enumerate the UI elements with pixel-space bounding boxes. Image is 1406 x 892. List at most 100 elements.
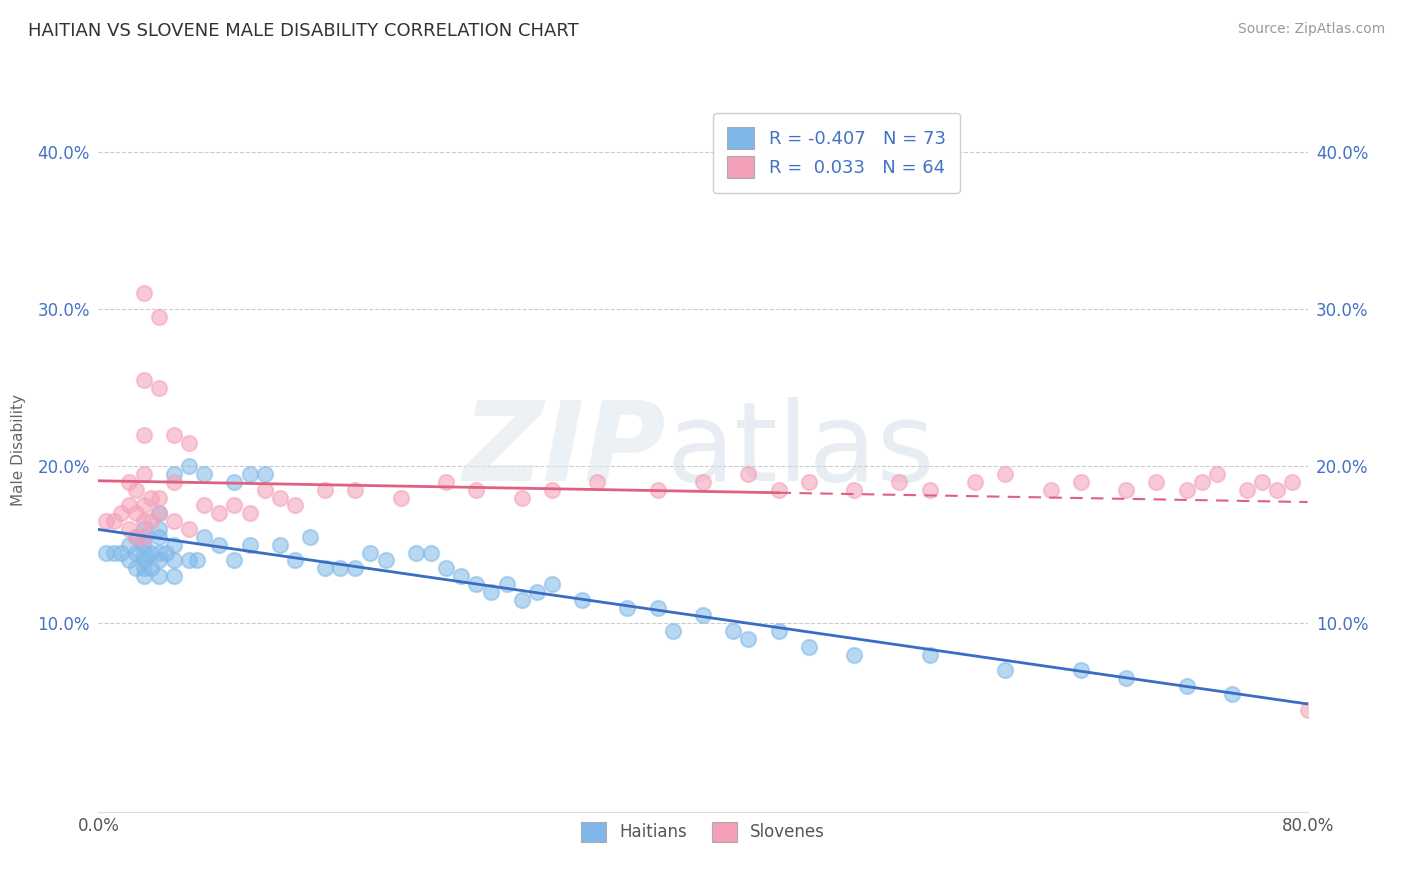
Point xyxy=(148,506,170,520)
Point xyxy=(965,475,987,489)
Point xyxy=(1296,703,1319,717)
Point xyxy=(148,569,170,583)
Point xyxy=(768,624,790,639)
Point xyxy=(132,545,155,559)
Point xyxy=(163,569,186,583)
Point xyxy=(132,499,155,513)
Point xyxy=(163,514,186,528)
Point xyxy=(125,530,148,544)
Point xyxy=(495,577,517,591)
Point xyxy=(125,561,148,575)
Point xyxy=(103,545,125,559)
Point xyxy=(1115,483,1137,497)
Y-axis label: Male Disability: Male Disability xyxy=(11,394,27,507)
Point xyxy=(208,538,231,552)
Point xyxy=(661,624,683,639)
Point xyxy=(132,561,155,575)
Point xyxy=(125,506,148,520)
Point xyxy=(103,514,125,528)
Point xyxy=(163,538,186,552)
Point xyxy=(179,553,201,567)
Point xyxy=(125,530,148,544)
Point xyxy=(118,538,141,552)
Text: ZIP: ZIP xyxy=(463,397,666,504)
Point xyxy=(1115,671,1137,685)
Point xyxy=(571,592,593,607)
Point xyxy=(1175,679,1198,693)
Point xyxy=(179,522,201,536)
Point xyxy=(434,561,457,575)
Point xyxy=(723,624,745,639)
Point xyxy=(510,491,533,505)
Text: Source: ZipAtlas.com: Source: ZipAtlas.com xyxy=(1237,22,1385,37)
Point xyxy=(163,427,186,442)
Point xyxy=(737,632,759,646)
Point xyxy=(647,600,669,615)
Point xyxy=(269,538,291,552)
Point xyxy=(647,483,669,497)
Point xyxy=(1220,687,1243,701)
Point xyxy=(344,483,367,497)
Point xyxy=(125,483,148,497)
Point xyxy=(1267,483,1289,497)
Point xyxy=(1236,483,1258,497)
Point xyxy=(224,475,246,489)
Point xyxy=(148,381,170,395)
Point xyxy=(1175,483,1198,497)
Point xyxy=(141,545,163,559)
Point xyxy=(692,475,714,489)
Point xyxy=(768,483,790,497)
Point xyxy=(918,648,941,662)
Point xyxy=(994,664,1017,678)
Point xyxy=(94,545,117,559)
Point xyxy=(465,577,488,591)
Point xyxy=(889,475,911,489)
Point xyxy=(125,545,148,559)
Point xyxy=(141,514,163,528)
Point xyxy=(163,553,186,567)
Point xyxy=(737,467,759,481)
Point xyxy=(299,530,322,544)
Point xyxy=(314,483,336,497)
Point xyxy=(1251,475,1274,489)
Point xyxy=(148,506,170,520)
Point xyxy=(155,545,177,559)
Point xyxy=(314,561,336,575)
Point xyxy=(224,499,246,513)
Point xyxy=(918,483,941,497)
Point xyxy=(389,491,412,505)
Point xyxy=(1039,483,1062,497)
Point xyxy=(208,506,231,520)
Point xyxy=(148,491,170,505)
Point xyxy=(118,522,141,536)
Legend: Haitians, Slovenes: Haitians, Slovenes xyxy=(572,814,834,850)
Point xyxy=(132,373,155,387)
Point xyxy=(844,648,866,662)
Point xyxy=(465,483,488,497)
Point xyxy=(797,640,820,654)
Point xyxy=(132,530,155,544)
Point xyxy=(148,310,170,324)
Point xyxy=(269,491,291,505)
Point xyxy=(540,577,562,591)
Point xyxy=(132,569,155,583)
Point xyxy=(132,522,155,536)
Point xyxy=(118,499,141,513)
Point xyxy=(616,600,638,615)
Point xyxy=(434,475,457,489)
Point xyxy=(329,561,352,575)
Point xyxy=(405,545,427,559)
Point xyxy=(186,553,208,567)
Text: HAITIAN VS SLOVENE MALE DISABILITY CORRELATION CHART: HAITIAN VS SLOVENE MALE DISABILITY CORRE… xyxy=(28,22,579,40)
Point xyxy=(420,545,443,559)
Point xyxy=(360,545,382,559)
Text: atlas: atlas xyxy=(666,397,935,504)
Point xyxy=(797,475,820,489)
Point xyxy=(118,553,141,567)
Point xyxy=(132,514,155,528)
Point xyxy=(1191,475,1213,489)
Point xyxy=(540,483,562,497)
Point xyxy=(586,475,609,489)
Point xyxy=(1206,467,1229,481)
Point xyxy=(193,530,215,544)
